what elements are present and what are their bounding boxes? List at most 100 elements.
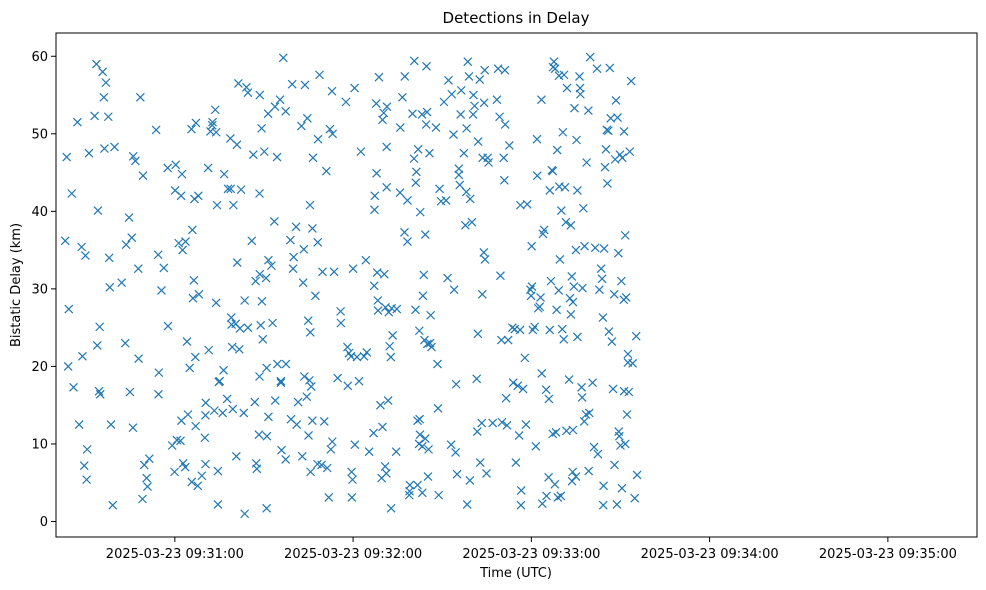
data-point-marker [82,475,92,485]
data-point-marker [568,297,578,307]
data-point-marker [521,420,531,429]
data-point-marker [620,230,630,240]
data-point-marker [611,96,621,105]
data-point-marker [243,323,253,333]
data-point-marker [379,108,389,118]
data-point-marker [144,454,154,464]
data-point-marker [545,185,555,195]
data-point-marker [372,268,382,278]
data-point-marker [456,85,466,95]
data-point-marker [95,322,105,332]
data-point-marker [128,151,138,161]
data-point-marker [477,289,487,299]
data-point-marker [183,410,193,419]
data-point-marker [434,490,444,500]
data-point-marker [395,123,405,133]
data-point-marker [537,499,547,509]
data-point-marker [305,200,315,210]
data-point-marker [328,129,338,139]
data-point-marker [243,88,253,98]
data-point-marker [599,481,608,491]
data-point-marker [327,437,337,447]
data-point-marker [413,480,422,490]
data-point-marker [99,92,109,102]
data-point-marker [484,158,493,167]
data-point-marker [614,431,624,441]
data-point-marker [443,273,452,283]
data-point-marker [263,412,273,422]
data-point-marker [617,153,627,163]
data-point-marker [565,293,575,303]
data-point-marker [566,220,576,230]
data-point-marker [411,167,421,177]
data-point-marker [254,430,264,440]
data-point-marker [461,187,471,197]
data-point-marker [285,235,295,245]
data-point-marker [449,285,459,295]
data-point-marker [623,349,633,359]
data-point-marker [187,225,197,235]
data-point-marker [580,241,589,251]
data-point-marker [304,431,313,440]
data-point-marker [371,99,381,108]
data-point-marker [180,462,190,472]
x-tick-label: 2025-03-23 09:34:00 [641,547,779,562]
data-point-marker [594,285,604,295]
data-point-marker [560,182,570,192]
data-point-marker [120,338,130,348]
data-point-marker [454,170,464,180]
data-point-marker [347,467,357,477]
data-point-marker [313,134,323,144]
data-point-marker [212,200,222,210]
data-point-marker [518,384,528,394]
data-point-marker [315,70,324,80]
data-point-marker [423,472,433,481]
data-point-marker [72,117,82,127]
data-point-marker [226,313,236,322]
data-point-marker [171,160,181,170]
data-point-marker [564,375,574,385]
data-point-marker [64,304,74,314]
data-point-marker [382,182,392,192]
data-point-marker [263,109,273,119]
data-point-marker [516,500,526,510]
data-point-marker [211,127,221,137]
data-point-marker [632,470,642,480]
y-tick-label: 0 [40,515,48,530]
data-point-marker [281,455,291,464]
data-point-marker [427,342,436,352]
data-point-marker [304,375,314,385]
data-point-marker [620,439,630,449]
data-point-marker [348,264,358,274]
data-point-marker [228,404,238,414]
data-point-marker [77,242,86,252]
data-point-marker [435,184,444,194]
data-point-marker [105,282,115,292]
data-point-marker [522,199,532,209]
data-point-marker [609,289,619,299]
data-point-marker [468,90,478,100]
data-point-marker [154,368,164,378]
data-point-marker [322,463,332,473]
data-point-marker [477,418,487,428]
data-point-marker [520,353,530,363]
data-point-marker [388,330,398,340]
data-point-marker [411,178,421,188]
y-axis-label: Bistatic Delay (km) [9,223,24,347]
data-point-marker [130,156,140,166]
data-point-marker [559,334,569,344]
data-point-marker [568,425,578,435]
data-point-marker [411,305,420,315]
data-point-marker [602,179,612,188]
x-axis: 2025-03-23 09:31:00 2025-03-23 09:32:00 20… [106,537,957,562]
data-point-marker [499,153,509,163]
data-point-marker [251,276,261,286]
data-point-marker [378,422,387,432]
data-point-marker [236,185,246,195]
data-point-marker [124,213,134,222]
data-point-marker [128,423,138,433]
data-point-marker [153,250,163,260]
data-point-marker [585,52,595,62]
data-point-marker [504,141,514,150]
data-point-marker [133,264,143,274]
